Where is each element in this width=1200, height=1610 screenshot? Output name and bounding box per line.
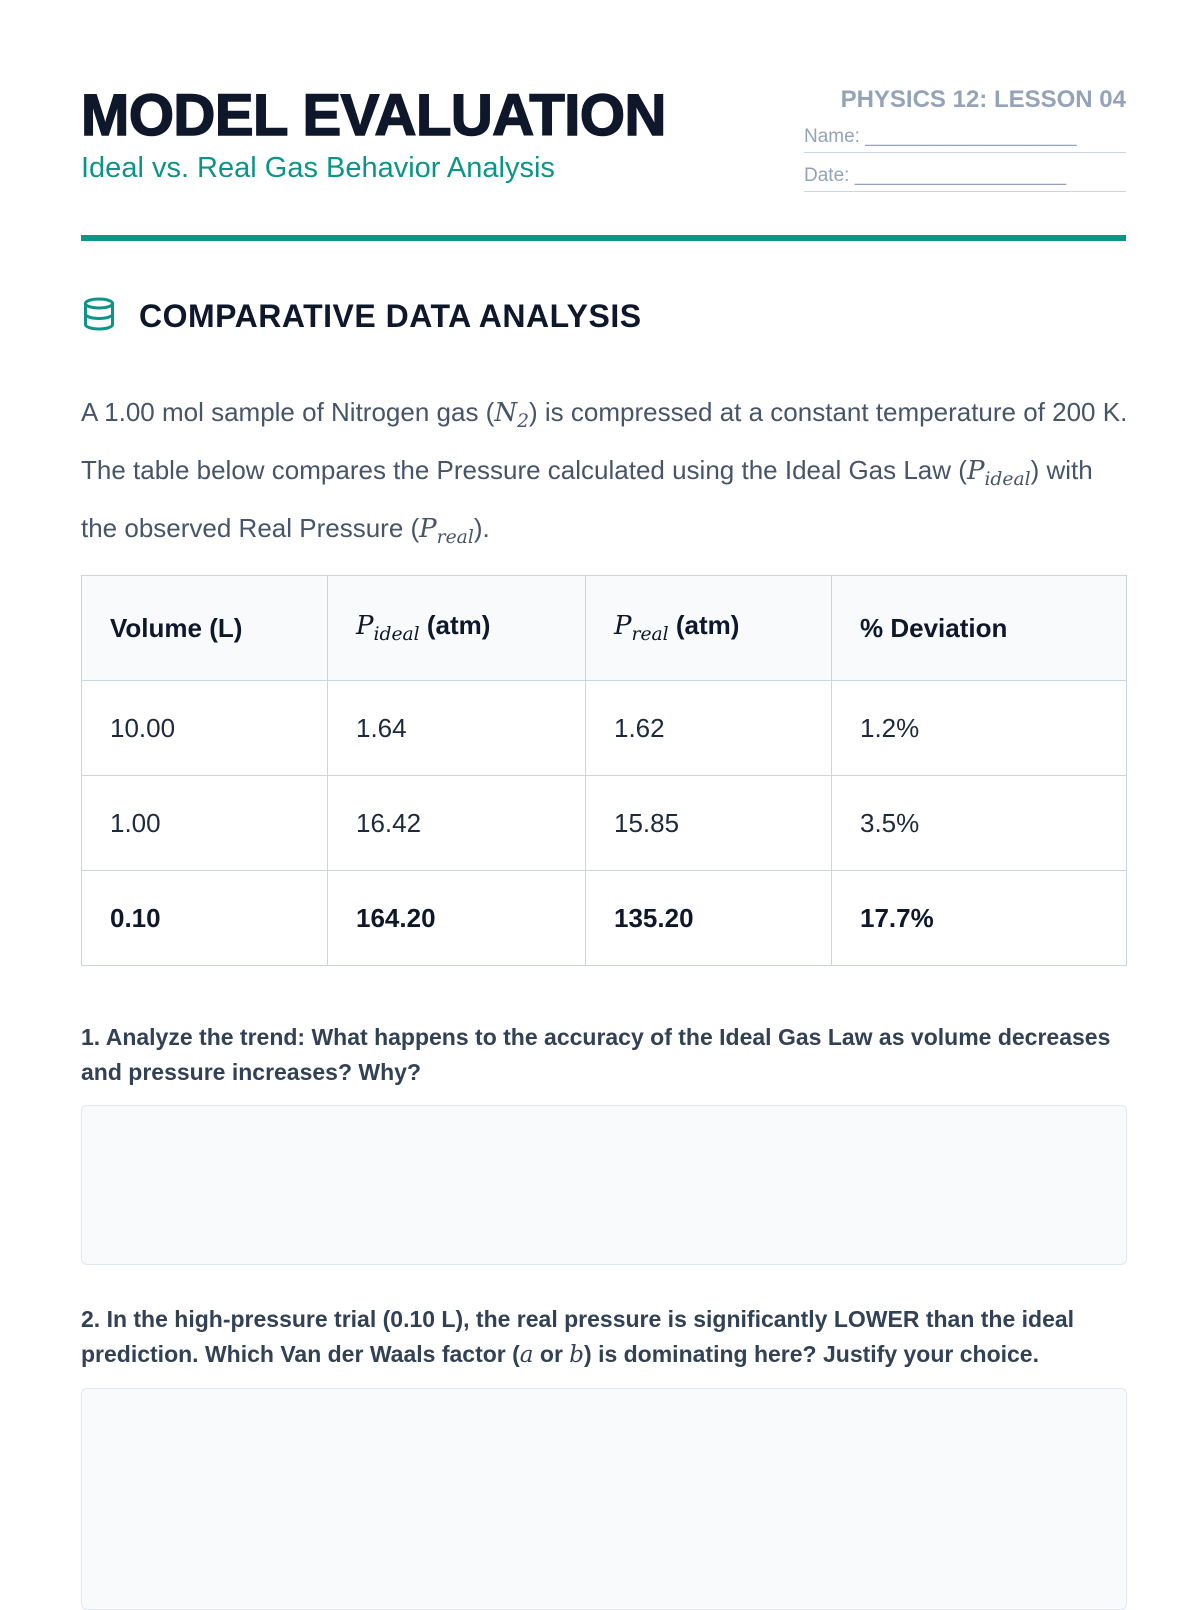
- unit-label: (atm): [419, 610, 491, 641]
- header-divider: [81, 235, 1126, 241]
- worksheet-meta: PHYSICS 12: LESSON 04 Name: ____________…: [804, 86, 1126, 192]
- cell-p-real: 135.20: [585, 870, 832, 966]
- question-text: ) is dominating here? Justify your choic…: [584, 1341, 1039, 1367]
- cell-deviation: 1.2%: [831, 680, 1127, 776]
- table-row-highlighted: 0.10 164.20 135.20 17.7%: [81, 870, 1127, 966]
- table-row: 1.00 16.42 15.85 3.5%: [81, 775, 1127, 871]
- intro-text: A 1.00 mol sample of Nitrogen gas (: [81, 397, 495, 427]
- database-icon: [81, 296, 117, 337]
- cell-p-ideal: 16.42: [327, 775, 586, 871]
- page-subtitle: Ideal vs. Real Gas Behavior Analysis: [81, 152, 555, 184]
- intro-paragraph: A 1.00 mol sample of Nitrogen gas (N2) i…: [81, 388, 1131, 563]
- p-base: P: [356, 611, 374, 642]
- ideal-sub: ideal: [373, 624, 420, 646]
- question-text: or: [533, 1341, 570, 1367]
- section-header: COMPARATIVE DATA ANALYSIS: [81, 296, 642, 337]
- factor-b: b: [569, 1342, 585, 1368]
- header-p-ideal: Pideal (atm): [327, 575, 586, 681]
- table-header-row: Volume (L) Pideal (atm) Preal (atm) % De…: [81, 575, 1127, 681]
- header-deviation: % Deviation: [831, 575, 1127, 681]
- p-real-symbol: Preal: [419, 514, 474, 548]
- real-sub: real: [436, 527, 474, 549]
- p-base: P: [966, 456, 985, 487]
- table-row: 10.00 1.64 1.62 1.2%: [81, 680, 1127, 776]
- factor-a: a: [519, 1342, 534, 1368]
- cell-p-ideal: 1.64: [327, 680, 586, 776]
- unit-label: (atm): [668, 610, 740, 641]
- section-title: COMPARATIVE DATA ANALYSIS: [139, 298, 642, 334]
- cell-p-ideal: 164.20: [327, 870, 586, 966]
- question-1: 1. Analyze the trend: What happens to th…: [81, 1024, 1111, 1085]
- header-volume: Volume (L): [81, 575, 328, 681]
- intro-text: ) with the observed Real Pressure (: [81, 455, 1093, 544]
- cell-volume: 10.00: [81, 680, 328, 776]
- p-base: P: [419, 514, 437, 545]
- answer-box-2[interactable]: [81, 1388, 1127, 1610]
- p-base: P: [614, 611, 632, 642]
- course-label: PHYSICS 12: LESSON 04: [840, 86, 1126, 113]
- n2-formula: N2: [494, 398, 529, 432]
- name-field[interactable]: Name: ____________________: [804, 118, 1126, 153]
- intro-text: ).: [473, 513, 490, 544]
- cell-deviation: 17.7%: [831, 870, 1127, 966]
- cell-volume: 1.00: [81, 775, 328, 871]
- data-table: Volume (L) Pideal (atm) Preal (atm) % De…: [81, 575, 1127, 966]
- real-sub: real: [631, 624, 669, 646]
- intro-text: ) is compressed at a constant temperatur…: [81, 397, 1128, 486]
- cell-deviation: 3.5%: [831, 775, 1127, 871]
- page-title: MODEL EVALUATION: [80, 82, 667, 149]
- n2-base: N: [494, 398, 518, 428]
- n2-sub: 2: [517, 411, 529, 433]
- question-text: 2. In the high-pressure trial (0.10 L), …: [81, 1306, 1075, 1367]
- cell-p-real: 15.85: [585, 775, 832, 871]
- p-ideal-symbol: Pideal: [966, 456, 1031, 490]
- ideal-sub: ideal: [984, 469, 1031, 491]
- answer-box-1[interactable]: [81, 1105, 1127, 1265]
- question-2: 2. In the high-pressure trial (0.10 L), …: [81, 1302, 1131, 1373]
- cell-p-real: 1.62: [585, 680, 832, 776]
- date-field[interactable]: Date: ____________________: [804, 157, 1126, 192]
- header-p-real: Preal (atm): [585, 575, 832, 681]
- cell-volume: 0.10: [81, 870, 328, 966]
